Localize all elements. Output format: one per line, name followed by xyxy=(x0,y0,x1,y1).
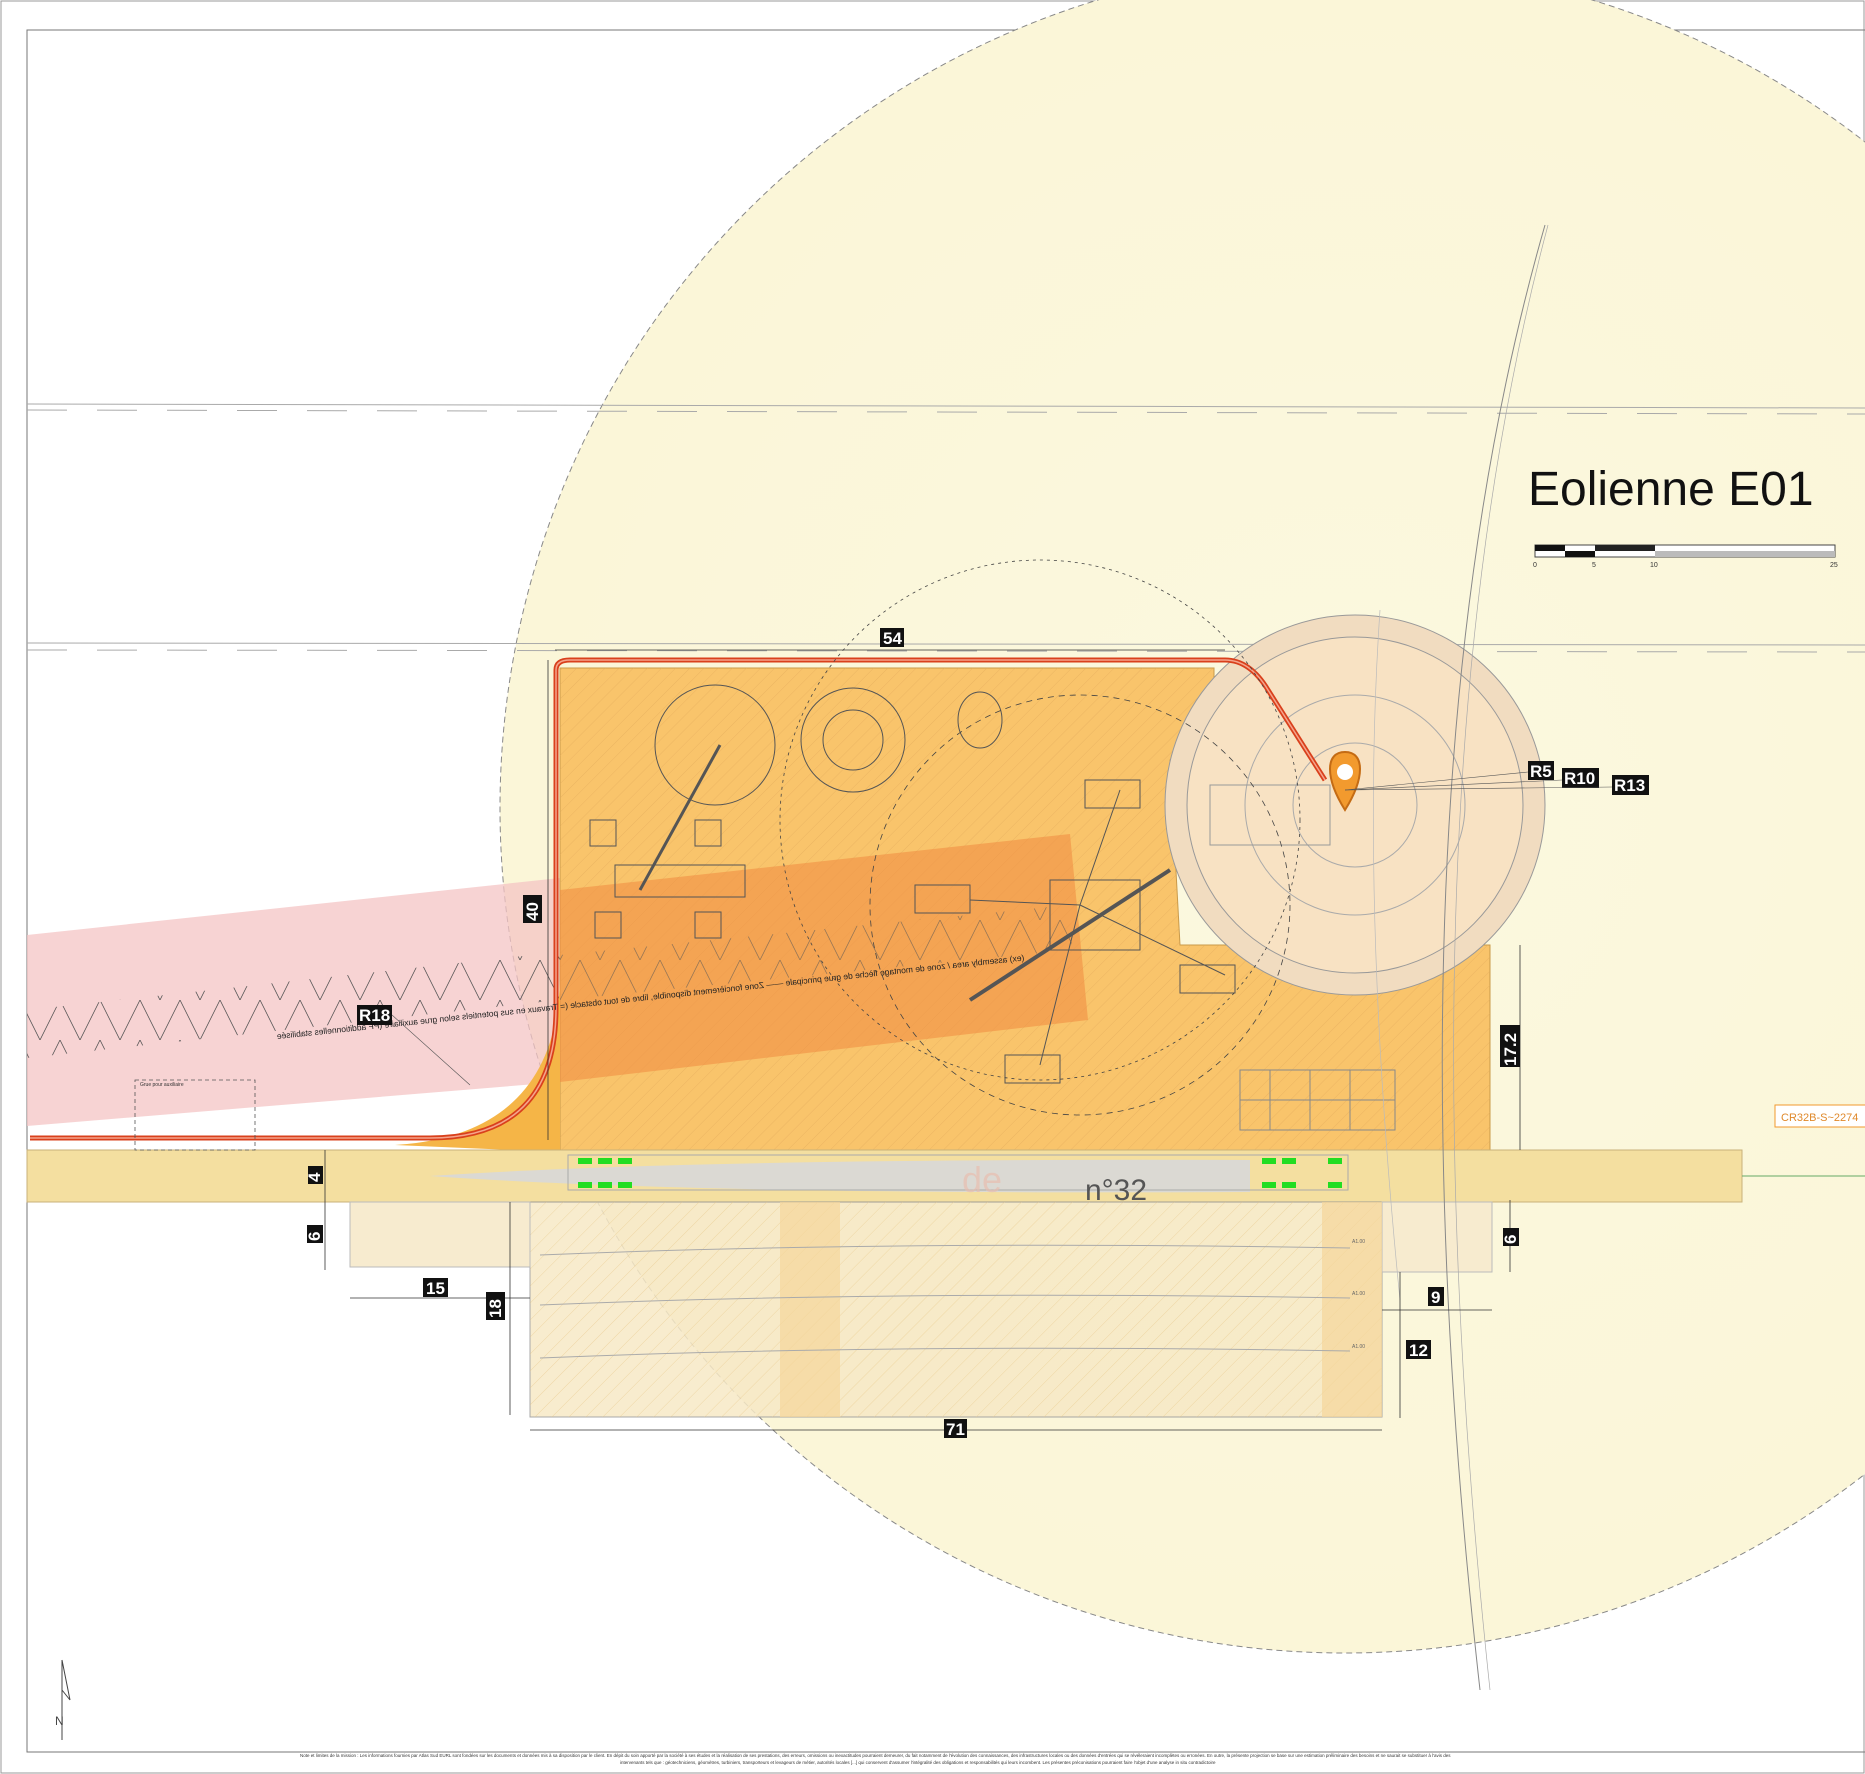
svg-text:4: 4 xyxy=(305,1172,324,1182)
footer-line-2: intervenants tels que : géotechniciens, … xyxy=(620,1760,1216,1765)
svg-text:15: 15 xyxy=(426,1279,445,1298)
footer-line-1: Note et limites de la mission : Les info… xyxy=(300,1753,1451,1758)
radius-label-r10: R10 xyxy=(1562,768,1599,788)
dim-label-9: 9 xyxy=(1428,1287,1444,1307)
storage-band-2 xyxy=(1322,1202,1382,1417)
blade-tag-1: A1.00 xyxy=(1352,1239,1365,1245)
storage-grid xyxy=(1239,1069,1396,1131)
dim-label-71: 71 xyxy=(944,1419,967,1439)
svg-text:17.2: 17.2 xyxy=(1501,1033,1520,1066)
auxiliary-crane-outline xyxy=(589,744,746,939)
title: Eolienne E01 xyxy=(1528,463,1814,516)
blade-sweep-line xyxy=(1441,224,1546,1691)
svg-text:12: 12 xyxy=(1409,1341,1428,1360)
crane-swing-arcs xyxy=(779,559,1301,1116)
scale-tick-0: 0 xyxy=(1533,562,1537,569)
scale-tick-25: 25 xyxy=(1830,562,1838,569)
scale-tick-5: 5 xyxy=(1592,562,1596,569)
aux-crane-box xyxy=(134,1079,256,1151)
dim-label-15: 15 xyxy=(423,1278,448,1298)
field-boundaries xyxy=(26,403,1865,653)
blade-tag-2: A1.00 xyxy=(1352,1291,1365,1297)
scale-tick-10: 10 xyxy=(1650,562,1658,569)
svg-text:R10: R10 xyxy=(1564,769,1595,788)
dim-label-17-2: 17.2 xyxy=(1500,1025,1520,1067)
dim-label-12: 12 xyxy=(1406,1340,1431,1360)
storage-left-strip xyxy=(349,1201,531,1268)
blade-tag-3: A1.00 xyxy=(1352,1344,1365,1350)
dim-label-6-left: 6 xyxy=(305,1225,324,1243)
stored-blades xyxy=(539,1244,1351,1359)
storage-right-strip xyxy=(1381,1201,1493,1273)
radius-label-r18: R18 xyxy=(357,1005,392,1025)
dim-label-6-right: 6 xyxy=(1501,1228,1520,1246)
blade-on-road xyxy=(430,1154,1349,1193)
svg-text:6: 6 xyxy=(1501,1235,1520,1244)
drawing-frame xyxy=(26,29,1865,1753)
component-outlines xyxy=(654,684,1003,806)
parcel-tag: CR32B-S~2274 xyxy=(1774,1104,1865,1128)
svg-text:R13: R13 xyxy=(1614,776,1645,795)
dim-label-4: 4 xyxy=(305,1166,324,1184)
svg-text:71: 71 xyxy=(946,1420,965,1439)
dim-label-54: 54 xyxy=(880,628,904,648)
foundation xyxy=(1164,614,1546,996)
svg-text:54: 54 xyxy=(883,629,902,648)
scale-bar: 0 5 10 25 xyxy=(1533,544,1838,569)
svg-text:R5: R5 xyxy=(1530,762,1552,781)
svg-text:40: 40 xyxy=(523,902,542,921)
main-crane-outline xyxy=(914,779,1236,1084)
svg-text:18: 18 xyxy=(486,1299,505,1318)
svg-text:R18: R18 xyxy=(359,1006,390,1025)
radius-label-r13: R13 xyxy=(1612,775,1649,795)
parcel-label: CR32B-S~2274 xyxy=(1781,1112,1858,1124)
dim-label-40: 40 xyxy=(523,895,542,923)
dim-label-18: 18 xyxy=(486,1292,505,1320)
blade-faint-label: de xyxy=(962,1159,1002,1200)
north-label: N xyxy=(55,1714,64,1728)
svg-text:6: 6 xyxy=(305,1232,324,1241)
svg-text:9: 9 xyxy=(1431,1288,1440,1307)
aux-crane-label: Grue pour auxiliaire xyxy=(140,1082,184,1088)
north-arrow-icon: N xyxy=(55,1659,71,1740)
radius-label-r5: R5 xyxy=(1528,761,1554,781)
zigzag-band xyxy=(27,952,560,1058)
storage-band-1 xyxy=(780,1202,840,1417)
turbine-marker-icon xyxy=(1329,750,1361,812)
